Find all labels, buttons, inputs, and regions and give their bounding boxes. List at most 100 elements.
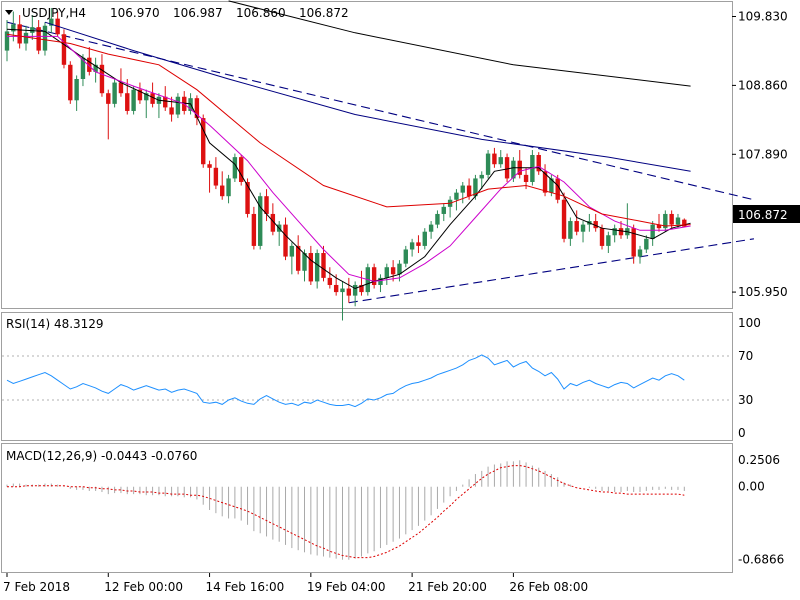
macd-panel-frame (1, 443, 733, 573)
rsi-tick-label: 100 (738, 316, 761, 330)
candle-body (568, 221, 573, 239)
candle-body (403, 249, 408, 264)
candle-body (239, 157, 244, 182)
candle-body (201, 118, 206, 165)
moving-average-0 (6, 28, 691, 290)
moving-average-2 (6, 33, 691, 227)
macd-tick-label: 0.2506 (738, 453, 780, 467)
candle-body (131, 89, 136, 111)
moving-average-4 (228, 0, 691, 87)
candle-body (125, 93, 130, 111)
candle-body (327, 277, 333, 285)
moving-average-3 (44, 21, 691, 172)
candle-body (23, 32, 29, 44)
candle-body (378, 277, 383, 285)
candle-body (93, 64, 98, 72)
candle-body (283, 224, 288, 257)
axes: 109.830 108.860 107.890 105.950 100 70 30 0 0.25… (3, 9, 788, 594)
candle-body (308, 253, 314, 282)
candle-body (112, 82, 117, 104)
candle-body (397, 263, 402, 275)
candle-body (17, 24, 22, 44)
macd-label: MACD(12,26,9) -0.0443 -0.0760 (6, 449, 197, 463)
macd-tick-label: 0.00 (738, 480, 765, 494)
candle-body (416, 242, 421, 246)
macd-series (6, 460, 685, 560)
candle-body (333, 284, 339, 293)
candle-body (144, 93, 149, 101)
price-panel-frame (1, 1, 733, 309)
candle-body (422, 231, 427, 246)
time-tick-label: 14 Feb 16:00 (206, 580, 285, 594)
rsi-tick-label: 70 (738, 349, 753, 363)
macd-tick-label: -0.6866 (738, 552, 784, 566)
candle-body (42, 25, 48, 51)
candle-body (163, 96, 168, 108)
candle-body (384, 267, 389, 278)
current-price-tag: 106.872 (738, 208, 788, 222)
candle-body (612, 228, 617, 236)
candle-body (561, 199, 567, 239)
candle-body (511, 160, 516, 179)
candle-body (466, 185, 472, 197)
candle-body (340, 288, 345, 293)
candle-body (49, 18, 54, 26)
candle-body (555, 178, 560, 200)
candle-body (99, 64, 105, 94)
candle-body (207, 164, 212, 168)
candle-body (87, 57, 92, 72)
candle-body (302, 253, 307, 271)
candle-body (232, 157, 238, 179)
candle-body (61, 34, 67, 65)
rsi-tick-label: 30 (738, 393, 753, 407)
ohlc-low: 106.860 (236, 6, 286, 20)
ohlc-close: 106.872 (299, 6, 349, 20)
candle-body (580, 224, 586, 232)
candle-body (295, 245, 301, 271)
price-tick-label: 105.950 (738, 285, 788, 299)
candle-body (441, 206, 446, 214)
ohlc-high: 106.987 (173, 6, 223, 20)
candle-body (106, 93, 111, 104)
time-tick-label: 7 Feb 2018 (3, 580, 70, 594)
time-tick-label: 26 Feb 08:00 (509, 580, 588, 594)
candle-body (150, 93, 155, 104)
rsi-tick-label: 0 (738, 426, 746, 440)
candle-body (593, 221, 598, 229)
trend-line-1 (348, 238, 755, 304)
candle-body (498, 157, 503, 165)
candle-body (473, 178, 478, 197)
rsi-line (6, 354, 685, 408)
candle-body (669, 213, 674, 225)
price-tick-label: 108.860 (738, 78, 788, 92)
candle-body (346, 288, 352, 296)
candle-body (226, 178, 231, 197)
candle-body (599, 228, 605, 246)
candle-body (492, 153, 497, 165)
candle-body (682, 219, 687, 227)
candle-body (289, 245, 295, 257)
candle-body (428, 224, 434, 232)
candle-body (11, 24, 16, 32)
candle-body (258, 196, 263, 246)
price-tick-label: 107.890 (738, 147, 788, 161)
candle-body (618, 228, 624, 236)
candle-body (321, 253, 326, 278)
candle-body (80, 57, 86, 79)
rsi-series (2, 354, 732, 408)
candle-body (631, 228, 636, 257)
rsi-label: RSI(14) 48.3129 (6, 317, 104, 331)
time-tick-label: 12 Feb 00:00 (104, 580, 183, 594)
candle-body (270, 213, 276, 232)
candle-body (523, 174, 529, 182)
candle-body (118, 82, 124, 94)
candle-body (637, 249, 643, 257)
candle-body (251, 213, 257, 246)
collapse-triangle-icon[interactable] (5, 10, 13, 15)
candle-body (435, 213, 440, 225)
candle-body (4, 31, 10, 51)
macd-signal-line (7, 465, 685, 559)
candle-body (371, 267, 377, 285)
candle-body (175, 96, 181, 115)
